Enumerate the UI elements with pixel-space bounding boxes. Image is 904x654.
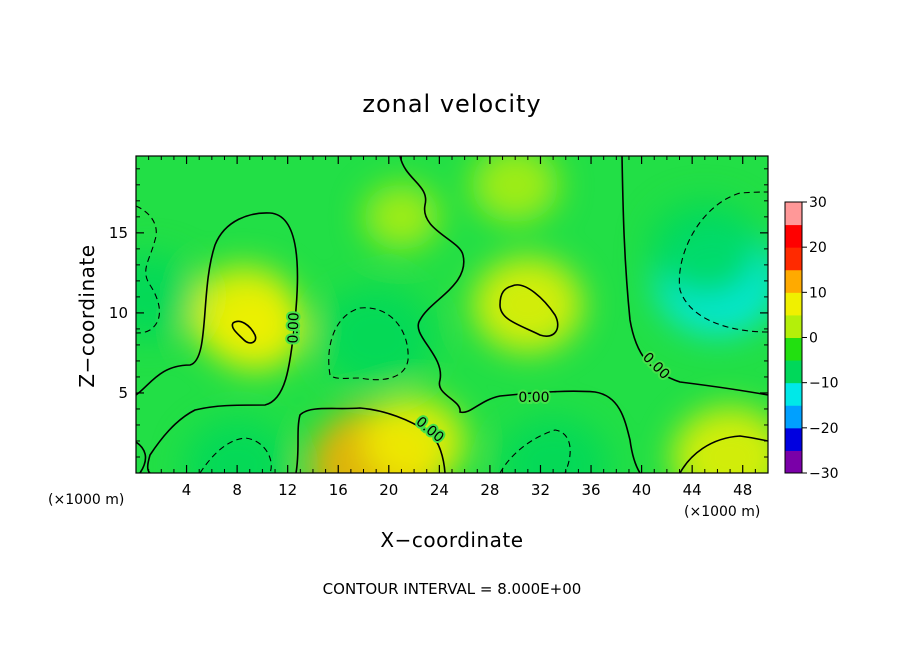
field-feature-9 <box>136 253 199 340</box>
colorbar-segment <box>785 269 802 293</box>
contour-neg-center <box>328 307 409 381</box>
contour-zero-left <box>136 212 299 473</box>
field-feature-2 <box>206 285 306 372</box>
colorbar-tick-label: 20 <box>809 240 827 256</box>
x-tick-label: 16 <box>329 481 348 499</box>
contour-zero-bottom <box>295 407 446 473</box>
contour-pos-left <box>231 320 257 344</box>
field-feature-10 <box>184 419 290 473</box>
chart-title: zonal velocity <box>362 90 541 118</box>
colorbar-segment <box>785 382 802 406</box>
contour-lines-negative <box>136 191 768 473</box>
colorbar-segment <box>785 337 802 361</box>
colorbar-tick-label: 10 <box>809 285 827 301</box>
x-tick-label: 48 <box>733 481 752 499</box>
contour-neg-bottom-left <box>199 437 272 473</box>
contour-pos-bottom-right <box>679 435 768 473</box>
colorbar-segment <box>785 450 802 474</box>
contour-interval-note: CONTOUR INTERVAL = 8.000E+00 <box>323 580 582 598</box>
x-tick-label: 4 <box>182 481 192 499</box>
contour-label-center: 0.00 <box>518 390 549 406</box>
x-unit-label: (×1000 m) <box>48 492 124 508</box>
contour-neg-bottom-mid <box>499 429 571 473</box>
colorbar-segment <box>785 292 802 316</box>
colorbar-tick-label: −10 <box>809 376 839 392</box>
colorbar-tick-label: −20 <box>809 421 839 437</box>
x-tick-label: 28 <box>480 481 499 499</box>
colorbar-segment <box>785 427 802 451</box>
plot-area: 0.00 0.00 0.00 0.00 <box>136 156 768 473</box>
x-tick-label: 36 <box>581 481 600 499</box>
field-feature-7 <box>649 200 760 297</box>
colorbar-tick-label: 0 <box>809 331 818 347</box>
contour-lines <box>136 156 768 473</box>
colorbar: 30 20 10 0 −10 −20 −30 <box>784 195 839 482</box>
contour-zero-center <box>399 156 641 473</box>
colorbar-segment <box>785 360 802 384</box>
field-feature-8 <box>318 286 435 388</box>
colorbar-segment <box>785 202 802 226</box>
y-tick-label: 10 <box>109 304 128 322</box>
contour-label-left: 0.00 <box>285 312 302 344</box>
x-tick-label: 40 <box>632 481 651 499</box>
contour-neg-left <box>136 205 160 334</box>
field-feature-0 <box>472 256 584 353</box>
contour-pos-center <box>499 284 559 337</box>
field-feature-4 <box>361 395 467 473</box>
colorbar-segment <box>785 314 802 338</box>
x-tick-label: 24 <box>430 481 449 499</box>
field-feature-13 <box>471 156 559 223</box>
field-feature-11 <box>497 417 609 473</box>
x-tick-label: 12 <box>278 481 297 499</box>
y-tick-label: 5 <box>118 384 128 402</box>
x-axis-title: X−coordinate <box>380 528 523 552</box>
colorbar-segment <box>785 224 802 248</box>
contour-neg-right <box>678 191 768 333</box>
colorbar-segment <box>785 405 802 429</box>
y-unit-label: (×1000 m) <box>684 504 760 520</box>
colorbar-tick-label: −30 <box>809 466 839 482</box>
contour-zero-right <box>621 156 768 396</box>
x-tick-label: 44 <box>683 481 702 499</box>
y-axis-title: Z−coordinate <box>75 244 99 387</box>
y-tick-label: 15 <box>109 224 128 242</box>
x-tick-label: 20 <box>379 481 398 499</box>
colorbar-tick-label: 30 <box>809 195 827 211</box>
colorbar-segment <box>785 247 802 271</box>
x-tick-label: 8 <box>232 481 242 499</box>
x-tick-label: 32 <box>531 481 550 499</box>
field-feature-12 <box>363 183 440 250</box>
field-blobs <box>136 156 768 473</box>
contour-pos-bottom-left <box>136 441 147 473</box>
